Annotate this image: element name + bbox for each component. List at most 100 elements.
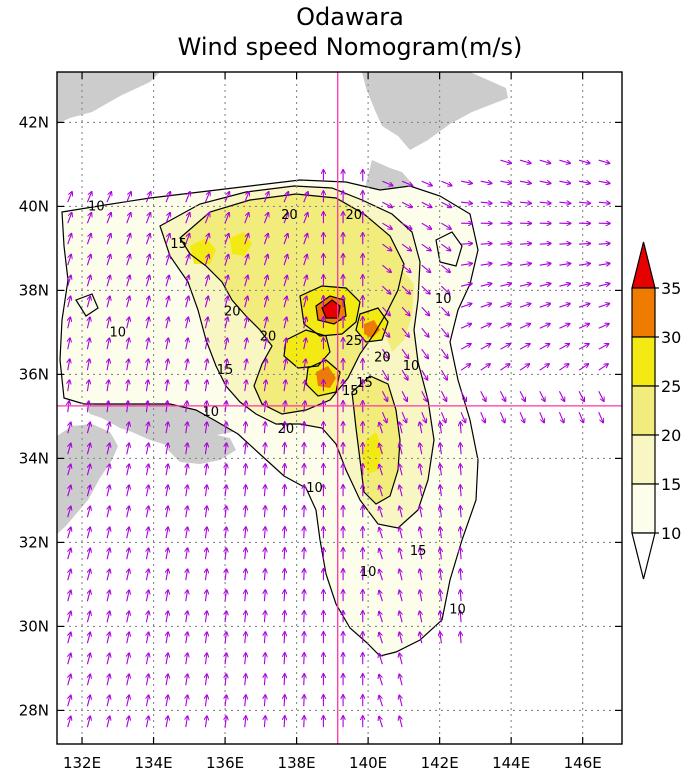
- wind-vector: [225, 653, 226, 665]
- wind-vector: [145, 213, 150, 224]
- wind-vector: [460, 590, 461, 602]
- wind-vector: [460, 548, 461, 560]
- wind-vector: [598, 159, 610, 163]
- colorbar-over-triangle: [631, 241, 656, 289]
- wind-vector: [598, 263, 610, 265]
- wind-vector: [245, 443, 246, 455]
- wind-vector: [146, 695, 148, 707]
- wind-vector: [205, 653, 207, 665]
- wind-vector: [244, 192, 249, 203]
- wind-vector: [87, 612, 90, 623]
- wind-vector: [441, 264, 450, 272]
- wind-vector: [146, 485, 148, 497]
- wind-vector: [284, 527, 285, 539]
- contour-line-20-north: [179, 193, 405, 415]
- wind-vector: [559, 284, 570, 287]
- wind-vector: [480, 344, 491, 350]
- colorbar-segment: [631, 287, 656, 338]
- wind-vector: [304, 380, 306, 392]
- wind-vector: [245, 380, 247, 392]
- wind-vector: [67, 192, 72, 203]
- wind-vector: [107, 612, 110, 623]
- contour-label: 20: [374, 351, 391, 366]
- wind-vector: [127, 380, 129, 392]
- wind-vector: [146, 506, 148, 518]
- wind-vector: [304, 317, 307, 329]
- wind-vector: [245, 506, 246, 518]
- wind-vector: [539, 324, 550, 329]
- wind-vector: [146, 716, 148, 728]
- contour-label: 10: [306, 481, 323, 496]
- wind-vector: [578, 284, 590, 287]
- wind-vector: [245, 317, 248, 329]
- wind-vector: [146, 674, 148, 686]
- wind-vector: [399, 486, 402, 497]
- wind-vector: [106, 213, 111, 224]
- wind-vector: [245, 569, 246, 581]
- wind-vector: [165, 255, 169, 266]
- wind-vector: [520, 243, 531, 244]
- wind-vector: [284, 443, 285, 455]
- wind-vector: [399, 654, 402, 665]
- wind-vector: [303, 276, 307, 287]
- wind-vector: [204, 234, 209, 245]
- wind-vector: [126, 234, 131, 245]
- wind-vector: [480, 181, 492, 183]
- contour-label: 15: [342, 384, 359, 399]
- wind-vector: [440, 569, 441, 581]
- wind-vector: [558, 390, 564, 401]
- colorbar-tick-label: 20: [661, 426, 681, 445]
- wind-vector: [598, 364, 608, 371]
- wind-vector: [186, 695, 188, 707]
- wind-vector: [225, 297, 228, 308]
- wind-vector: [440, 485, 441, 497]
- wind-vector: [87, 654, 90, 665]
- wind-vector: [381, 390, 387, 401]
- wind-vector: [186, 443, 188, 455]
- wind-vector: [127, 506, 129, 518]
- wind-vector: [441, 285, 449, 294]
- wind-vector: [401, 222, 411, 229]
- wind-vector: [284, 464, 285, 476]
- wind-vector: [67, 465, 71, 476]
- wind-vector: [379, 717, 383, 728]
- colorbar-tick-label: 25: [661, 377, 681, 396]
- wind-vector: [127, 695, 129, 707]
- wind-vector: [539, 411, 544, 422]
- wind-vector: [86, 213, 91, 224]
- contour-label: 15: [170, 237, 187, 252]
- wind-vector: [500, 202, 511, 203]
- wind-vector: [460, 304, 471, 308]
- contour-label: 10: [435, 292, 452, 307]
- wind-vector: [244, 234, 249, 245]
- wind-vector: [440, 348, 447, 358]
- wind-vector: [205, 297, 208, 308]
- wind-vector: [245, 464, 246, 476]
- wind-vector: [401, 348, 408, 358]
- wind-vector: [480, 411, 485, 422]
- wind-vector: [186, 338, 188, 350]
- wind-vector: [381, 369, 388, 379]
- wind-vector: [68, 338, 70, 350]
- wind-vector: [87, 338, 89, 350]
- wind-vector: [245, 674, 246, 686]
- wind-vector: [598, 284, 610, 287]
- wind-vector: [460, 464, 461, 476]
- lon-tick-label: 132E: [63, 754, 101, 772]
- wind-vector: [559, 344, 569, 350]
- wind-vector: [500, 304, 510, 308]
- wind-vector: [559, 243, 570, 244]
- wind-vector: [399, 675, 402, 686]
- shade-level-25-g: [362, 432, 382, 474]
- wind-vector: [440, 443, 441, 455]
- wind-vector: [284, 485, 285, 497]
- wind-vector: [284, 674, 285, 686]
- wind-vector: [245, 653, 246, 665]
- wind-vector: [420, 464, 422, 476]
- wind-vector: [480, 202, 492, 203]
- wind-vector: [379, 465, 383, 476]
- wind-vector: [440, 548, 441, 560]
- wind-vector: [127, 338, 129, 350]
- wind-vector: [87, 528, 90, 539]
